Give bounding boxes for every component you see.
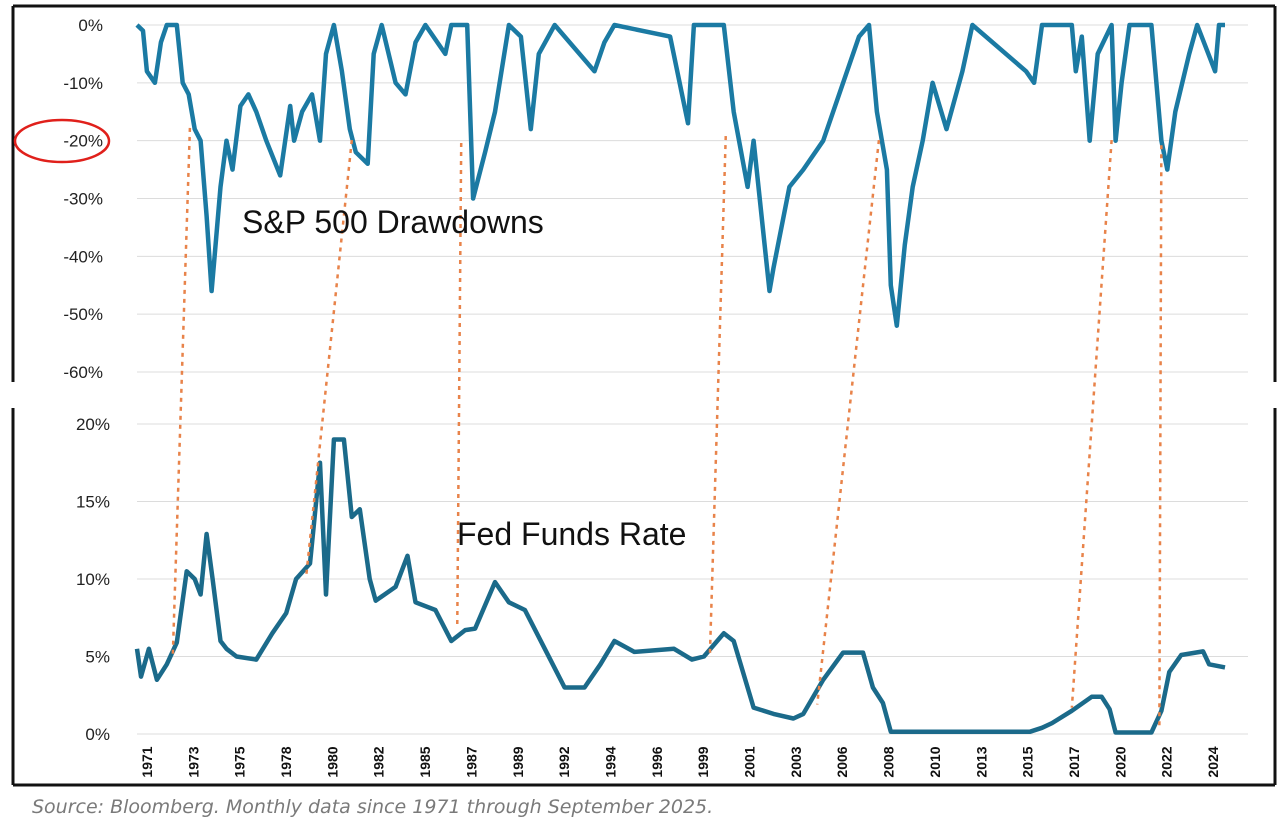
x-tick-label: 2015 bbox=[1020, 746, 1036, 777]
connector-line bbox=[1158, 145, 1163, 728]
drawdown-line bbox=[135, 22, 1225, 328]
connector-line bbox=[171, 127, 192, 655]
x-tick-label: 1973 bbox=[185, 746, 201, 777]
highlight-circle bbox=[13, 118, 111, 164]
x-tick-label: 2003 bbox=[788, 746, 804, 777]
x-tick-label: 1989 bbox=[510, 746, 526, 777]
y-tick-label: 20% bbox=[76, 415, 110, 434]
fed-funds-panel-title: Fed Funds Rate bbox=[457, 516, 686, 552]
gridlines bbox=[137, 24, 1248, 735]
x-tick-label: 2020 bbox=[1112, 746, 1128, 777]
x-tick-label: 1999 bbox=[695, 746, 711, 777]
y-tick-label: -30% bbox=[63, 190, 103, 209]
x-tick-label: 2008 bbox=[881, 746, 897, 777]
x-tick-label: 1992 bbox=[556, 746, 572, 777]
chart-frame bbox=[11, 4, 1277, 787]
x-tick-label: 1971 bbox=[139, 746, 155, 777]
x-tick-label: 2006 bbox=[834, 746, 850, 777]
x-tick-label: 1987 bbox=[463, 746, 479, 777]
x-tick-label: 1978 bbox=[278, 746, 294, 777]
drawdown-panel-title: S&P 500 Drawdowns bbox=[242, 204, 544, 240]
y-tick-label: 5% bbox=[85, 648, 110, 667]
y-tick-label: 15% bbox=[76, 493, 110, 512]
y-tick-label: -50% bbox=[63, 305, 103, 324]
y-tick-label: -60% bbox=[63, 363, 103, 382]
y-tick-label: 0% bbox=[78, 16, 103, 35]
x-tick-label: 1980 bbox=[324, 746, 340, 777]
x-tick-label: 2024 bbox=[1205, 746, 1221, 777]
x-tick-label: 2010 bbox=[927, 746, 943, 777]
x-tick-label: 1996 bbox=[649, 746, 665, 777]
y-tick-label: -40% bbox=[63, 247, 103, 266]
x-tick-label: 2001 bbox=[742, 746, 758, 777]
x-tick-label: 1994 bbox=[602, 746, 618, 777]
series-lines bbox=[134, 22, 1226, 735]
fed-funds-line bbox=[134, 437, 1226, 735]
x-tick-labels: 1971 1973 1975 1978 1980 1982 1985 1987 1989 1992… bbox=[139, 746, 1221, 777]
x-tick-label: 1982 bbox=[371, 746, 387, 777]
x-tick-label: 2013 bbox=[973, 746, 989, 777]
y-tick-label: 10% bbox=[76, 570, 110, 589]
y-tick-label: 0% bbox=[85, 725, 110, 744]
connector-lines bbox=[171, 127, 1163, 728]
y-tick-label: -10% bbox=[63, 74, 103, 93]
x-tick-label: 1975 bbox=[232, 746, 248, 777]
x-tick-label: 2022 bbox=[1159, 746, 1175, 777]
connector-line bbox=[816, 139, 881, 705]
y-tick-labels: 0% -10% -20% -30% -40% -50% -60% 20% 15% 10% 5% 0% bbox=[63, 16, 110, 744]
x-tick-label: 1985 bbox=[417, 746, 433, 777]
y-tick-label: -20% bbox=[63, 132, 103, 151]
source-note: Source: Bloomberg. Monthly data since 19… bbox=[32, 796, 714, 818]
connector-line bbox=[708, 136, 728, 657]
connector-line bbox=[304, 139, 354, 578]
x-tick-label: 2017 bbox=[1066, 746, 1082, 777]
